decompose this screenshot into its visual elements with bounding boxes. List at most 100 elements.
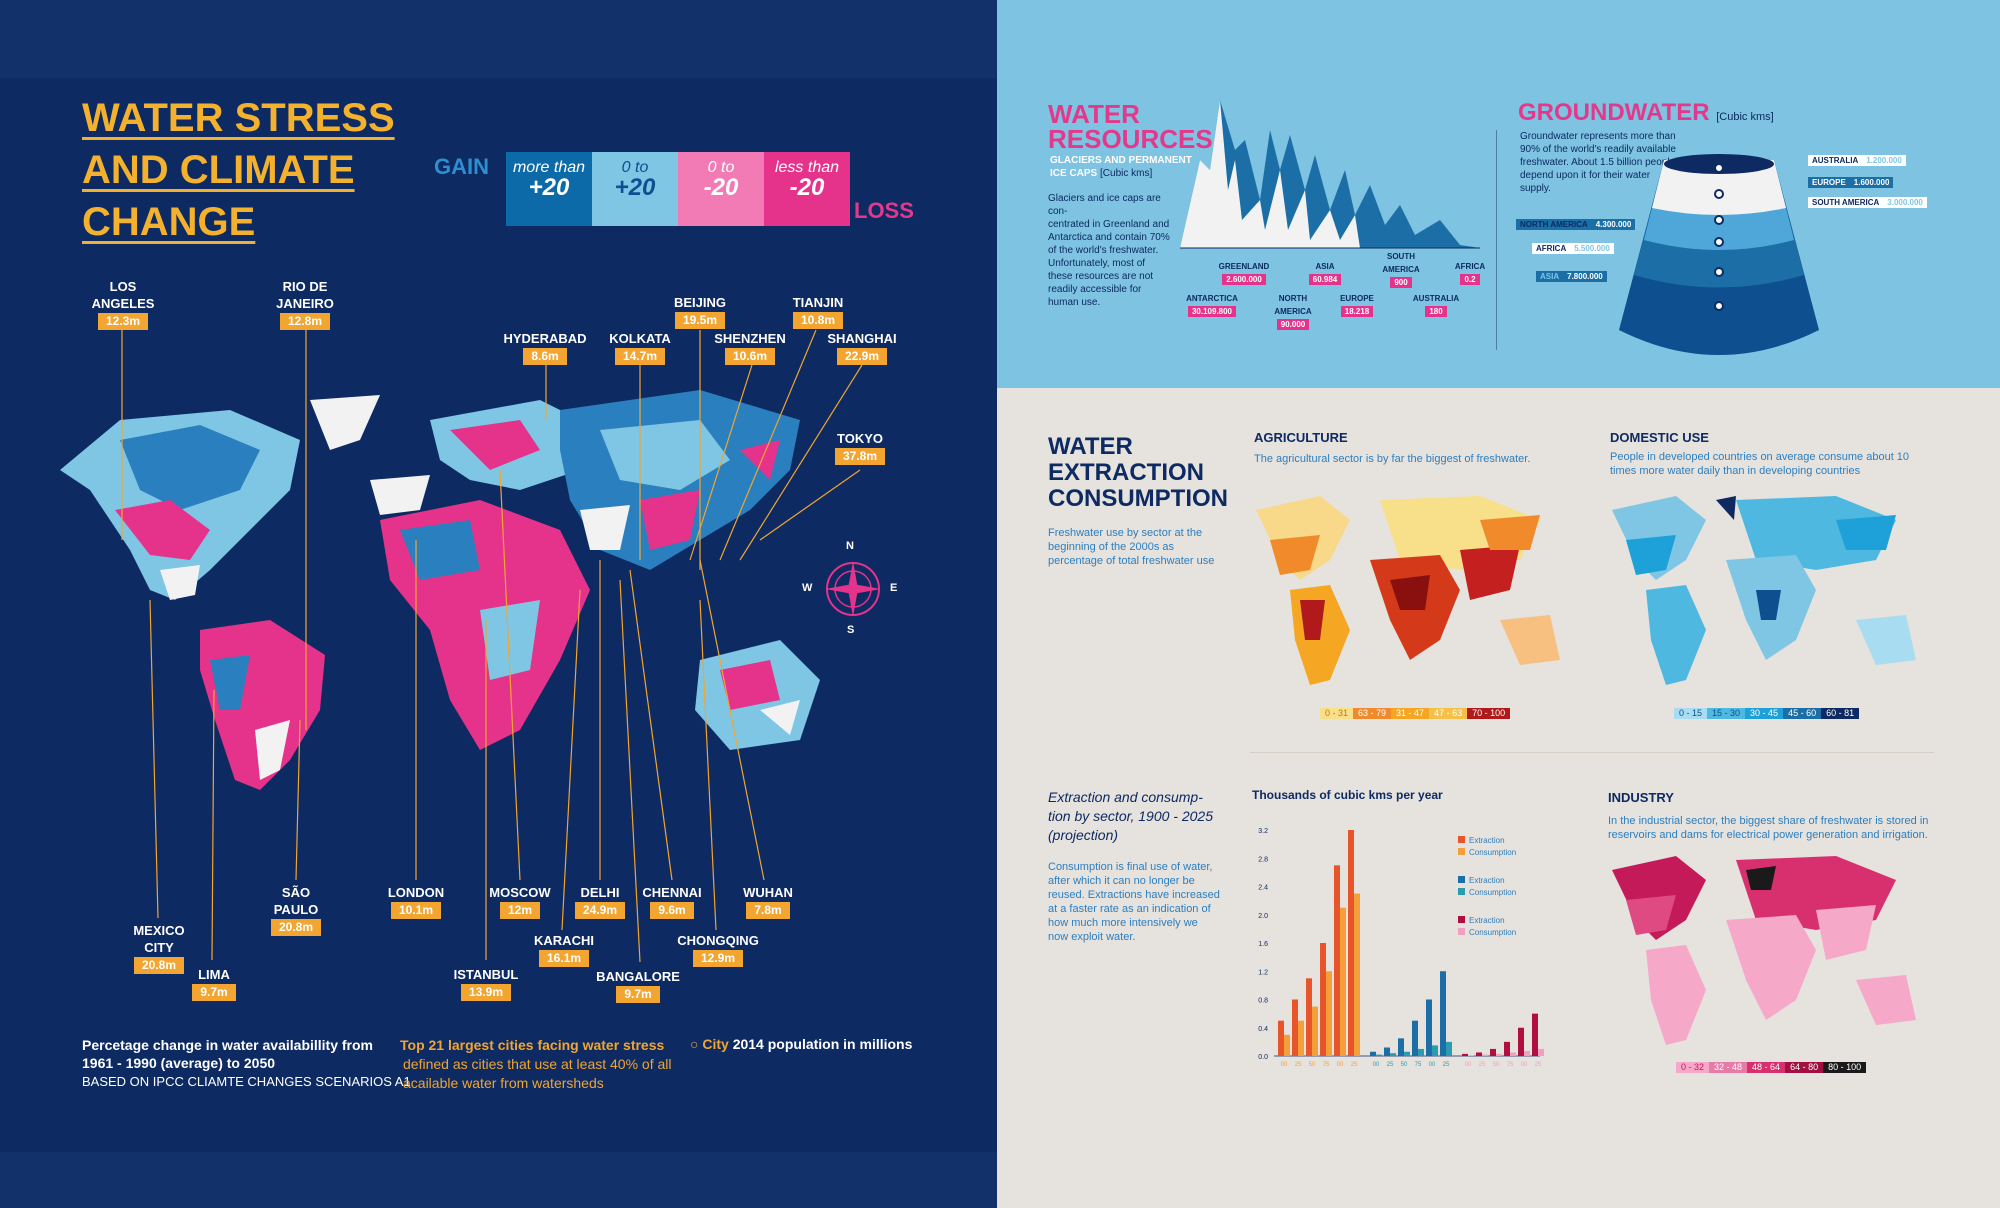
x-tick-label: 00 bbox=[1465, 1062, 1472, 1068]
world-map bbox=[60, 390, 820, 790]
agriculture-text: The agricultural sector is by far the bi… bbox=[1254, 453, 1531, 465]
australia-shape bbox=[695, 640, 820, 750]
industry-scale: 0 - 32 32 - 48 48 - 64 64 - 80 80 - 100 bbox=[1676, 1062, 1867, 1073]
footer-line-3: BASED ON IPCC CLIAMTE CHANGES SCENARIOS … bbox=[82, 1074, 411, 1089]
bar-extraction bbox=[1292, 999, 1298, 1056]
legend-box-more: more than +20 bbox=[506, 152, 592, 226]
industry-text-line: In the industrial sector, the biggest sh… bbox=[1608, 815, 1929, 827]
x-tick-label: 00 bbox=[1337, 1062, 1344, 1068]
legend-label: Extraction bbox=[1469, 836, 1505, 845]
city-name: SHENZHEN bbox=[714, 331, 786, 346]
domestic-scale: 0 - 15 15 - 30 30 - 45 45 - 60 60 - 81 bbox=[1674, 708, 1860, 719]
agriculture-map bbox=[1256, 496, 1560, 685]
city-name: WUHAN bbox=[743, 885, 793, 900]
res-label-value: 60.984 bbox=[1308, 274, 1342, 285]
resources-subtitle: GLACIERS AND PERMANENT ICE CAPS [Cubic k… bbox=[1050, 154, 1192, 180]
gw-label-asia: ASIA 7.800.000 bbox=[1536, 270, 1607, 283]
bar-consumption bbox=[1284, 1034, 1290, 1056]
scale-item: 31 - 47 bbox=[1391, 708, 1430, 719]
res-label-value: 90.000 bbox=[1276, 319, 1310, 330]
city-name: CHONGQING bbox=[677, 933, 759, 948]
gw-label-value: 1.600.000 bbox=[1849, 177, 1894, 188]
bar-extraction bbox=[1348, 830, 1354, 1056]
city-karachi: KARACHI 16.1m bbox=[522, 932, 606, 967]
extraction-title-line: CONSUMPTION bbox=[1048, 485, 1228, 512]
resources-text-line: Glaciers and ice caps are con- bbox=[1048, 193, 1161, 217]
bar-consumption bbox=[1298, 1020, 1304, 1056]
city-name: CHENNAI bbox=[642, 885, 702, 900]
city-sao-paulo: SÃO PAULO 20.8m bbox=[264, 884, 328, 936]
legend-box-gain-small: 0 to +20 bbox=[592, 152, 678, 226]
scale-item: 63 - 79 bbox=[1353, 708, 1392, 719]
res-label-value: 180 bbox=[1425, 306, 1447, 317]
groundwater-text-line: Groundwater represents more than bbox=[1520, 131, 1676, 142]
city-shenzhen: SHENZHEN 10.6m bbox=[710, 330, 790, 365]
city-pop: 10.6m bbox=[724, 348, 776, 365]
city-rio: RIO DE JANEIRO 12.8m bbox=[270, 278, 340, 330]
industry-text: In the industrial sector, the biggest sh… bbox=[1608, 814, 1928, 842]
city-chongqing: CHONGQING 12.9m bbox=[676, 932, 760, 967]
sector-text-line: at a faster rate as an indication of bbox=[1048, 903, 1211, 915]
x-tick-label: 25 bbox=[1387, 1062, 1394, 1068]
bar-extraction bbox=[1504, 1041, 1510, 1056]
city-pop: 37.8m bbox=[834, 448, 886, 465]
res-label-greenland: GREENLAND 2.600.000 bbox=[1212, 260, 1276, 286]
south-america-shape bbox=[200, 620, 325, 790]
left-top-band bbox=[0, 0, 997, 78]
city-name: BANGALORE bbox=[596, 969, 680, 984]
bar-extraction bbox=[1278, 1020, 1284, 1056]
city-name: LONDON bbox=[387, 885, 445, 900]
bar-chart-title: Thousands of cubic kms per year bbox=[1252, 788, 1443, 802]
gw-label-australia: AUSTRALIA 1.200.000 bbox=[1808, 154, 1906, 167]
city-pop: 22.9m bbox=[836, 348, 888, 365]
bar-extraction bbox=[1518, 1027, 1524, 1056]
bar-consumption bbox=[1496, 1053, 1502, 1056]
legend-swatch bbox=[1458, 916, 1465, 923]
scale-item: 0 - 31 bbox=[1320, 708, 1354, 719]
bar-extraction bbox=[1532, 1013, 1538, 1056]
city-name: LIMA bbox=[198, 967, 230, 982]
city-chennai: CHENNAI 9.6m bbox=[632, 884, 712, 919]
sector-text-line: reused. Extractions have increased bbox=[1048, 889, 1220, 901]
res-label-asia: ASIA 60.984 bbox=[1300, 260, 1350, 286]
legend-swatch bbox=[1458, 848, 1465, 855]
groundwater-text: Groundwater represents more than 90% of … bbox=[1520, 130, 1680, 195]
city-pop: 9.7m bbox=[192, 984, 236, 1001]
gw-label-africa: AFRICA 5.500.000 bbox=[1532, 242, 1614, 255]
bar-consumption bbox=[1510, 1052, 1516, 1056]
domestic-map bbox=[1612, 496, 1916, 685]
resources-title-2: RESOURCES bbox=[1048, 124, 1213, 154]
x-tick-label: 25 bbox=[1443, 1062, 1450, 1068]
y-tick-label: 2.0 bbox=[1258, 913, 1268, 920]
gw-label-name: ASIA bbox=[1536, 271, 1564, 282]
res-label-antarctica: ANTARCTICA 30.109.800 bbox=[1180, 292, 1244, 318]
domestic-text: People in developed countries on average… bbox=[1610, 450, 1909, 478]
groundwater-text-line: supply. bbox=[1520, 183, 1551, 194]
legend-box-value: +20 bbox=[614, 174, 656, 201]
bar-extraction bbox=[1320, 943, 1326, 1056]
sector-chart-title: Extraction and consump- tion by sector, … bbox=[1048, 788, 1213, 845]
bar-consumption bbox=[1326, 971, 1332, 1056]
legend-loss-label: LOSS bbox=[854, 198, 914, 223]
x-tick-label: 50 bbox=[1309, 1062, 1316, 1068]
city-pop: 9.7m bbox=[616, 986, 660, 1003]
legend-gain-label: GAIN bbox=[434, 154, 489, 179]
gw-label-south-america: SOUTH AMERICA 3.000.000 bbox=[1808, 196, 1927, 209]
legend-swatch bbox=[1458, 836, 1465, 843]
footer-description: Percetage change in water availabillity … bbox=[82, 1036, 411, 1091]
res-label-value: 900 bbox=[1390, 277, 1412, 288]
page-title: WATER STRESS AND CLIMATE CHANGE bbox=[82, 92, 395, 248]
domestic-text-line: times more water daily than in developin… bbox=[1610, 465, 1861, 477]
left-bottom-band bbox=[0, 1152, 997, 1208]
resources-text-line: Antarctica and contain 70% bbox=[1048, 232, 1170, 243]
groundwater-text-line: depend upon it for their water bbox=[1520, 170, 1651, 181]
footer-mid-line-2: acailable water from watersheds bbox=[403, 1075, 604, 1091]
city-london: LONDON 10.1m bbox=[376, 884, 456, 919]
city-name: HYDERABAD bbox=[503, 331, 587, 346]
footer-line-1: Percetage change in water availabillity … bbox=[82, 1037, 373, 1053]
res-label-name: GREENLAND bbox=[1218, 262, 1270, 271]
city-name: DELHI bbox=[580, 885, 620, 900]
y-tick-label: 1.6 bbox=[1258, 941, 1268, 948]
city-pop: 14.7m bbox=[614, 348, 666, 365]
city-wuhan: WUHAN 7.8m bbox=[728, 884, 808, 919]
